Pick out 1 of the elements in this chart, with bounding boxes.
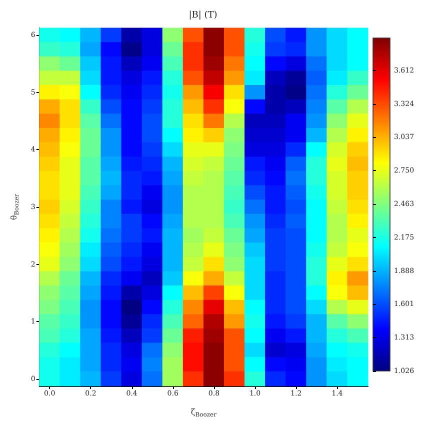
chart-title: |B| (T): [188, 10, 218, 20]
